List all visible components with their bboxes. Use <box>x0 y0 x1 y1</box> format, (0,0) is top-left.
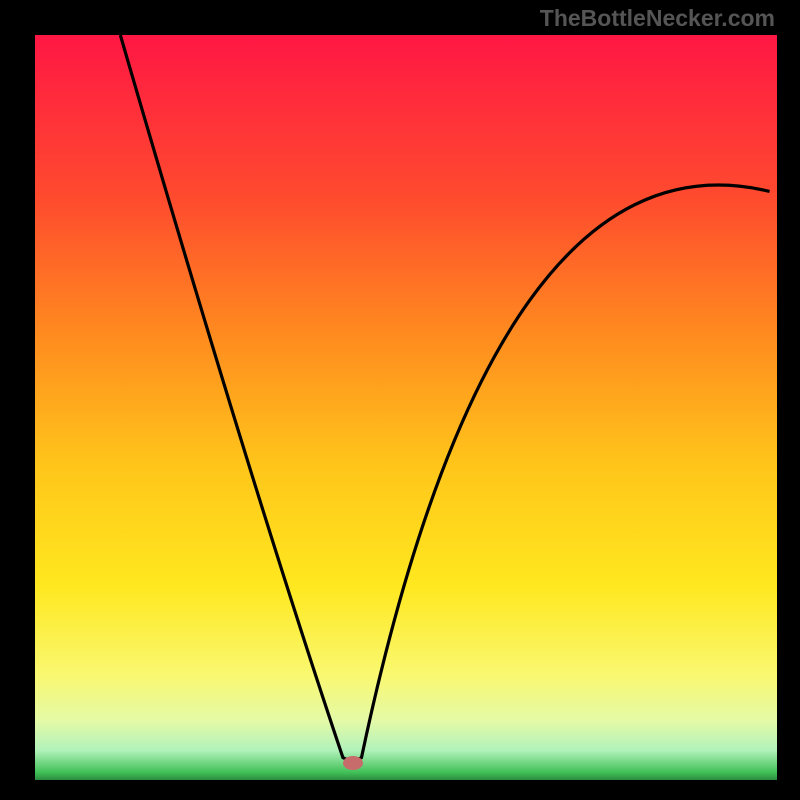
watermark-text: TheBottleNecker.com <box>540 5 775 32</box>
optimal-point-marker <box>343 756 363 770</box>
curve-path <box>120 35 769 760</box>
border-left <box>0 0 35 800</box>
border-bottom <box>0 780 800 800</box>
bottleneck-curve <box>35 35 777 780</box>
border-right <box>777 0 800 800</box>
chart-frame: TheBottleNecker.com <box>0 0 800 800</box>
chart-area <box>35 35 777 780</box>
